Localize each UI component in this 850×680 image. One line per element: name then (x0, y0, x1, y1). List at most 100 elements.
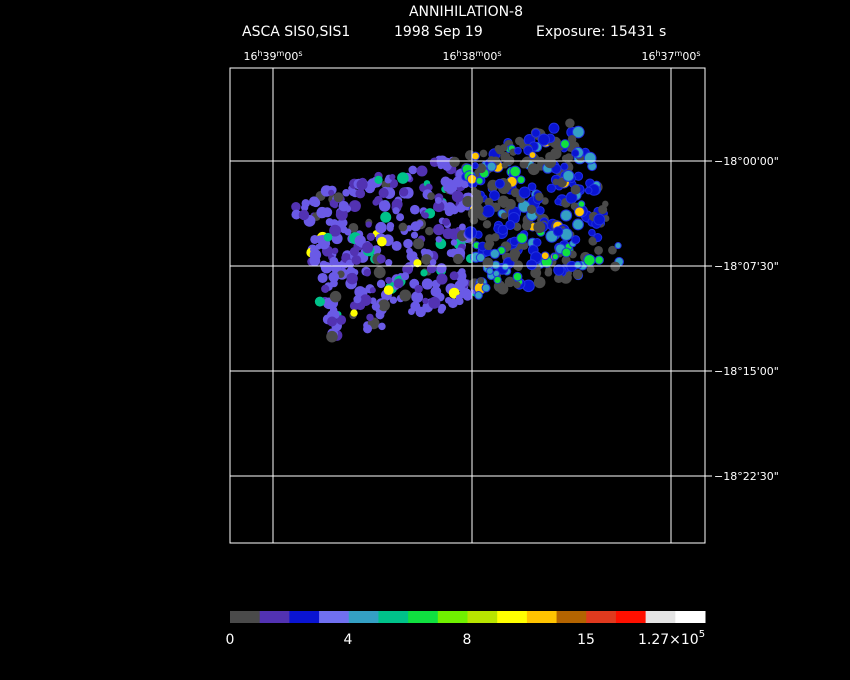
blob (373, 266, 386, 279)
blob (317, 272, 328, 283)
blob (378, 200, 391, 212)
blob (560, 162, 569, 171)
blob (564, 153, 574, 163)
blob (325, 218, 334, 226)
blob (378, 187, 389, 198)
blob (329, 224, 342, 237)
blob (541, 197, 549, 205)
blob (442, 227, 454, 240)
blob (348, 222, 359, 233)
blob (475, 252, 486, 263)
blob (410, 231, 419, 239)
blob (310, 234, 320, 244)
ra-unit: m (675, 49, 683, 58)
blob (355, 188, 366, 199)
blob (385, 276, 393, 284)
blob (614, 242, 622, 250)
blob (583, 254, 596, 267)
blob (383, 285, 394, 296)
blob (516, 175, 526, 185)
blob (526, 204, 537, 215)
blob (349, 246, 359, 257)
blob (391, 240, 402, 251)
blob (500, 144, 508, 152)
blob (391, 198, 403, 210)
blob (481, 283, 491, 293)
ra-unit: h (456, 49, 461, 58)
colorbar-segment (526, 611, 558, 623)
dec-label: −18°22'30" (714, 470, 779, 483)
blob (462, 291, 473, 301)
blob (386, 221, 395, 230)
ra-number: 37 (661, 50, 675, 63)
blob (411, 291, 424, 303)
blob (594, 245, 603, 255)
blob (497, 283, 509, 295)
ra-label: 16h39m00s (243, 49, 302, 63)
blob (535, 192, 544, 201)
blob (335, 208, 348, 221)
blob (393, 278, 404, 289)
blob (469, 216, 479, 225)
blob (481, 204, 495, 218)
colorbar-segment (645, 611, 676, 623)
blob (339, 218, 348, 227)
blob (484, 197, 494, 207)
colorbar-label: 8 (463, 632, 472, 648)
blob (301, 204, 309, 212)
blob (479, 149, 488, 158)
blob (583, 151, 597, 165)
blob (501, 161, 509, 169)
blob (406, 251, 416, 261)
blob (533, 276, 546, 289)
blob (291, 209, 302, 220)
blob (509, 165, 521, 178)
blob (535, 206, 545, 215)
ra-unit: s (696, 49, 700, 58)
blob (396, 213, 405, 222)
blob (353, 295, 362, 304)
blob (497, 224, 509, 236)
dec-label: −18°15'00" (714, 365, 779, 378)
blob (363, 268, 372, 277)
blob (310, 246, 317, 253)
blob (560, 209, 573, 222)
blob (413, 259, 422, 268)
blob (492, 269, 500, 278)
blob (321, 284, 330, 293)
ra-number: 00 (682, 50, 696, 63)
blob (560, 139, 570, 150)
blob (425, 183, 433, 191)
blob (486, 161, 497, 172)
blob (416, 165, 428, 177)
blob (548, 122, 560, 134)
blob (420, 269, 428, 277)
colorbar-segment (230, 611, 261, 623)
blob (540, 251, 550, 261)
blob (501, 262, 510, 271)
blob (515, 136, 524, 146)
colorbar-segment (378, 611, 409, 623)
blob (449, 156, 460, 168)
blob (513, 222, 522, 231)
colorbar-segment (319, 611, 350, 623)
blob (408, 165, 418, 175)
blob (316, 206, 328, 219)
blob (429, 258, 437, 266)
blob (425, 282, 432, 289)
blob (365, 221, 372, 228)
blob (333, 192, 344, 203)
blob (602, 200, 609, 208)
blob (571, 235, 581, 245)
blob (378, 322, 386, 331)
blob (427, 192, 435, 201)
blob (403, 238, 413, 249)
blob (378, 299, 390, 312)
blob (546, 183, 556, 193)
colorbar-segment (289, 611, 320, 623)
mantissa: 1.27×10 (638, 632, 699, 648)
blob (314, 296, 325, 307)
blob (434, 196, 442, 204)
blob (518, 186, 531, 199)
blob (458, 223, 466, 231)
